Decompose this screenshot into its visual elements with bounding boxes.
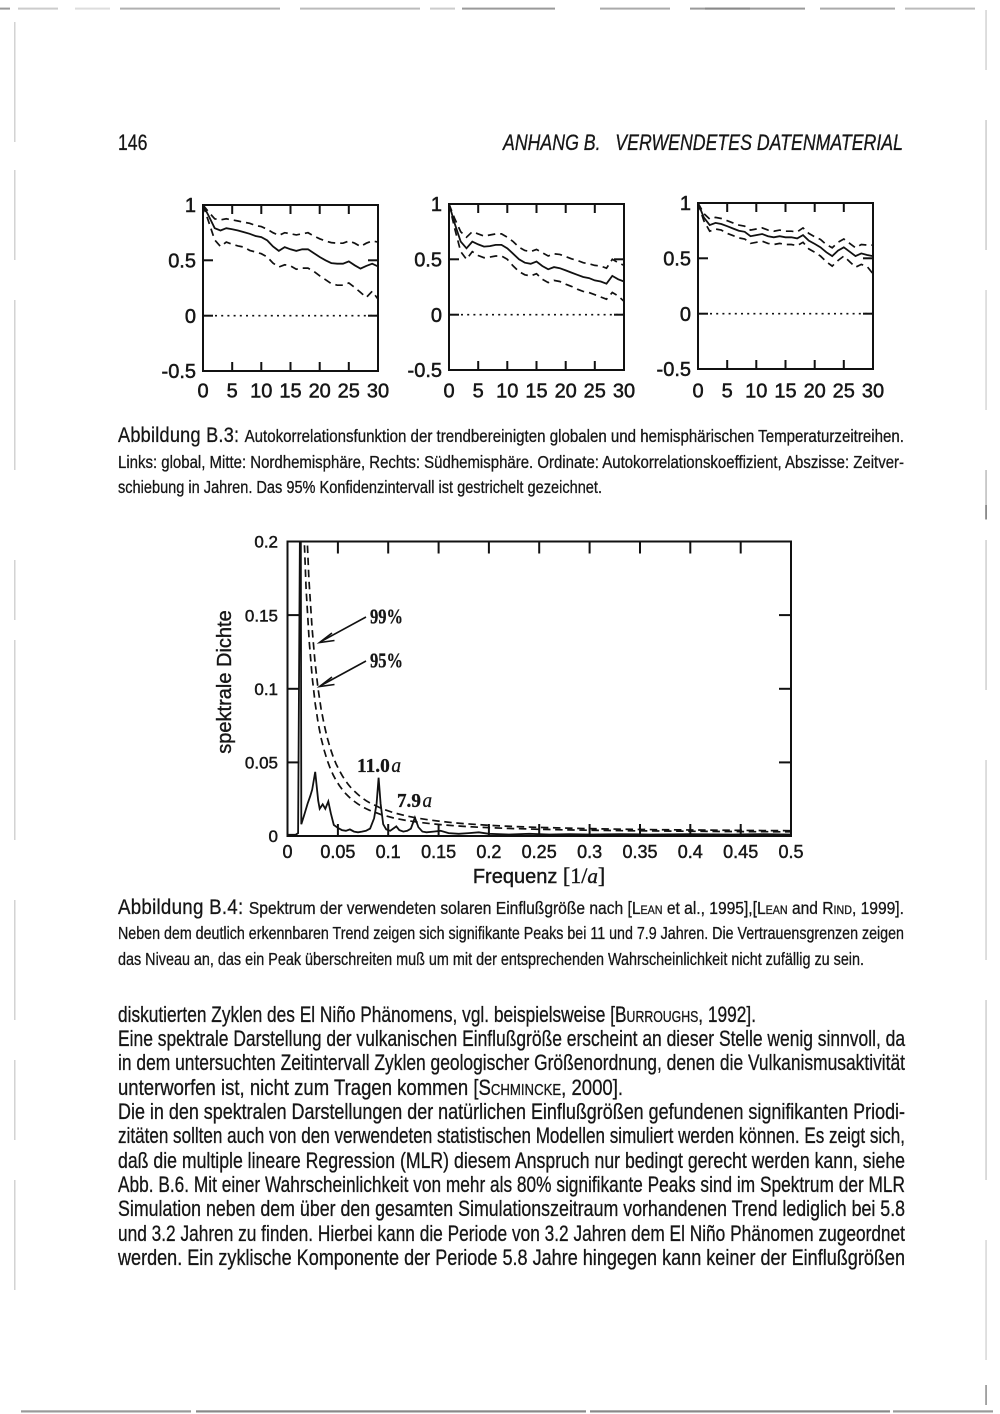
svg-text:0: 0 (197, 381, 208, 403)
svg-text:0.05: 0.05 (320, 842, 355, 862)
svg-text:25: 25 (833, 381, 855, 403)
svg-text:5: 5 (473, 381, 484, 403)
svg-text:spektrale Dichte: spektrale Dichte (214, 610, 236, 753)
svg-text:0.2: 0.2 (476, 842, 501, 862)
svg-text:15: 15 (525, 381, 547, 403)
svg-text:0.1: 0.1 (254, 680, 278, 699)
svg-text:0: 0 (431, 305, 442, 327)
svg-text:0.35: 0.35 (622, 842, 657, 862)
svg-text:15: 15 (279, 381, 301, 403)
svg-text:25: 25 (584, 381, 606, 403)
svg-text:0: 0 (692, 381, 703, 403)
svg-text:-0.5: -0.5 (162, 361, 196, 383)
svg-text:30: 30 (367, 381, 389, 403)
svg-text:99%: 99% (370, 605, 403, 629)
svg-text:20: 20 (555, 381, 577, 403)
svg-text:0.5: 0.5 (414, 250, 442, 272)
svg-text:0.1: 0.1 (376, 842, 401, 862)
svg-text:0.4: 0.4 (678, 842, 703, 862)
svg-text:-0.5: -0.5 (408, 360, 442, 382)
svg-text:0: 0 (185, 306, 196, 328)
svg-text:0: 0 (269, 827, 278, 846)
svg-text:0: 0 (680, 304, 691, 326)
svg-text:0.15: 0.15 (421, 842, 456, 862)
svg-text:Frequenz [1/a]: Frequenz [1/a] (473, 863, 605, 888)
svg-text:10: 10 (250, 381, 272, 403)
svg-text:15: 15 (774, 381, 796, 403)
svg-text:10: 10 (496, 381, 518, 403)
svg-text:25: 25 (338, 381, 360, 403)
svg-text:0.15: 0.15 (245, 606, 278, 625)
svg-text:30: 30 (613, 381, 635, 403)
svg-text:0.05: 0.05 (245, 754, 278, 773)
svg-text:1: 1 (431, 194, 442, 216)
svg-text:0: 0 (282, 842, 292, 862)
svg-text:5: 5 (227, 381, 238, 403)
svg-text:20: 20 (309, 381, 331, 403)
svg-text:0.5: 0.5 (778, 842, 803, 862)
svg-text:5: 5 (722, 381, 733, 403)
svg-text:30: 30 (862, 381, 884, 403)
svg-text:7.9 a: 7.9 a (397, 790, 432, 812)
svg-text:95%: 95% (370, 649, 403, 673)
svg-text:0.5: 0.5 (663, 249, 691, 271)
svg-text:0.2: 0.2 (254, 533, 278, 552)
svg-text:0.3: 0.3 (577, 842, 602, 862)
svg-text:11.0 a: 11.0 a (357, 755, 401, 777)
svg-text:0.5: 0.5 (168, 251, 196, 273)
svg-text:0.25: 0.25 (522, 842, 557, 862)
svg-text:-0.5: -0.5 (657, 359, 691, 381)
svg-text:20: 20 (804, 381, 826, 403)
svg-text:0: 0 (443, 381, 454, 403)
svg-text:10: 10 (745, 381, 767, 403)
svg-text:1: 1 (680, 193, 691, 215)
svg-text:0.45: 0.45 (723, 842, 758, 862)
svg-text:1: 1 (185, 195, 196, 217)
